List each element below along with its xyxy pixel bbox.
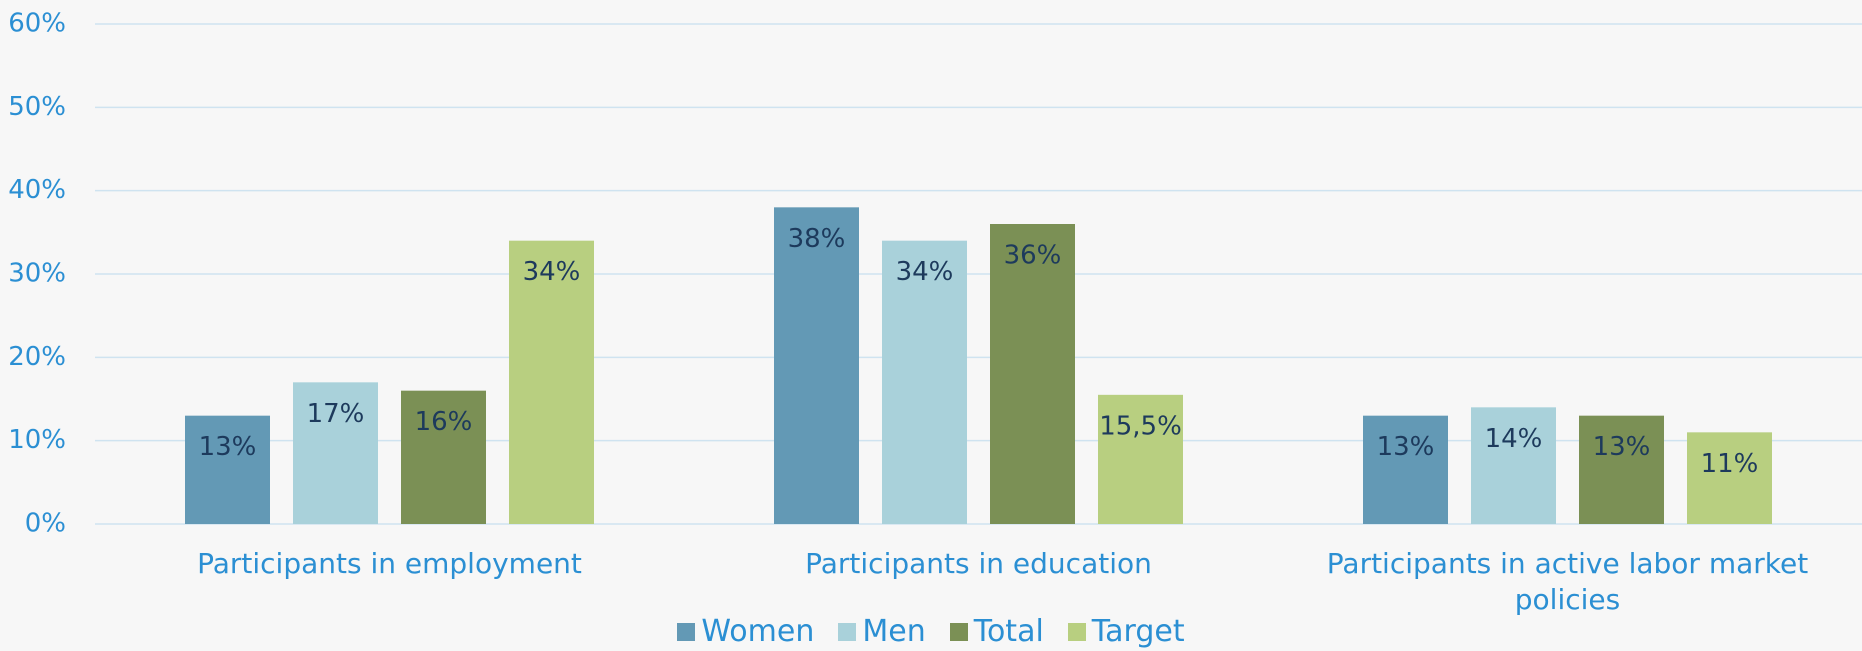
- y-tick-label: 0%: [25, 509, 66, 539]
- bar: [990, 224, 1075, 524]
- data-label: 36%: [1004, 241, 1062, 271]
- bar: [293, 382, 378, 524]
- data-label: 17%: [307, 399, 365, 429]
- data-label: 15,5%: [1099, 411, 1182, 441]
- legend-label: Total: [973, 614, 1044, 649]
- legend-item: Women: [677, 614, 814, 650]
- y-tick-label: 50%: [8, 92, 66, 122]
- x-tick-label: Participants in employment: [197, 547, 582, 580]
- legend-swatch: [677, 623, 696, 641]
- data-label: 13%: [199, 432, 257, 462]
- bar: [1579, 415, 1664, 524]
- bar: [1471, 407, 1556, 524]
- bar: [1363, 415, 1448, 524]
- legend-item: Men: [838, 614, 926, 650]
- legend-label: Men: [862, 614, 926, 649]
- bar: [509, 240, 594, 524]
- bar: [1687, 432, 1772, 524]
- bar: [1098, 394, 1183, 524]
- legend-swatch: [838, 623, 857, 641]
- x-tick-label: Participants in education: [805, 547, 1152, 580]
- bar: [882, 240, 967, 524]
- bar: [401, 390, 486, 524]
- data-label: 34%: [523, 257, 581, 287]
- data-label: 38%: [788, 224, 846, 254]
- x-tick-label: Participants in active labor market poli…: [1326, 547, 1809, 616]
- legend-swatch: [949, 623, 968, 641]
- data-label: 11%: [1701, 449, 1759, 479]
- y-tick-label: 40%: [8, 175, 66, 205]
- y-tick-label: 60%: [8, 9, 66, 39]
- legend: Women Men Total Target: [0, 614, 1862, 650]
- data-label: 14%: [1485, 424, 1543, 454]
- y-tick-label: 20%: [8, 342, 66, 372]
- legend-item: Target: [1067, 614, 1185, 650]
- data-label: 16%: [415, 407, 473, 437]
- legend-label: Target: [1091, 614, 1185, 649]
- legend-swatch: [1067, 623, 1086, 641]
- legend-item: Total: [949, 614, 1044, 650]
- bar: [185, 415, 270, 524]
- legend-label: Women: [701, 614, 815, 649]
- bar: [774, 207, 859, 525]
- data-label: 13%: [1593, 432, 1651, 462]
- y-tick-label: 10%: [8, 425, 66, 455]
- data-label: 34%: [896, 257, 954, 287]
- y-tick-label: 30%: [8, 259, 66, 289]
- data-label: 13%: [1377, 432, 1435, 462]
